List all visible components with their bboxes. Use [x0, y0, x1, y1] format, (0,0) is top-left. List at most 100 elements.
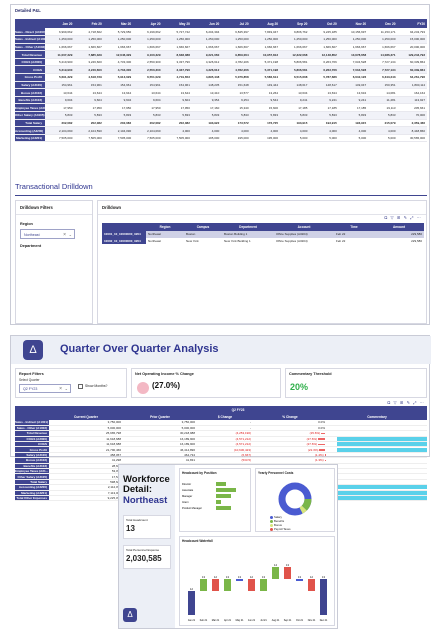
- table-cell[interactable]: 193,922: [191, 119, 222, 128]
- row-label[interactable]: Total Salary: [15, 479, 49, 486]
- row-label[interactable]: Employee Taxes (A31...: [15, 103, 45, 113]
- table-cell[interactable]: 148,617: [309, 81, 339, 90]
- table-cell[interactable]: 1,250,000: [368, 35, 398, 44]
- table-cell[interactable]: 16,189,900: [123, 436, 197, 443]
- commentary-cell[interactable]: [327, 479, 427, 486]
- commentary-cell[interactable]: [327, 452, 427, 459]
- table-row[interactable]: Total Salary 202,082 202,082 202,082 202,082…: [15, 119, 427, 128]
- table-cell[interactable]: 7,034,528: [338, 58, 369, 67]
- table-cell[interactable]: 1,800,114: [397, 81, 427, 90]
- table-cell[interactable]: 5,729,650: [103, 28, 134, 37]
- column-header[interactable]: Jul 20: [221, 19, 251, 28]
- row-label[interactable]: Other Salary (A3105): [15, 111, 45, 120]
- table-cell[interactable]: 1,250,000: [309, 35, 339, 44]
- table-row[interactable]: Sales - Indirect (A1001) 3,750,000 3,750,0…: [15, 420, 427, 426]
- table-cell[interactable]: 9,604: [45, 96, 75, 105]
- commentary-cell[interactable]: [327, 484, 427, 491]
- table-cell[interactable]: 12,148,852: [309, 50, 339, 59]
- table-cell[interactable]: 4,000: [221, 126, 251, 135]
- table-cell[interactable]: 7,885,329: [74, 50, 104, 59]
- toolbar-icons[interactable]: Ω ▽ ⊞ ✎ ⤢ ⋯: [384, 215, 422, 220]
- table-cell[interactable]: 11,007,329: [45, 50, 75, 59]
- table-cell[interactable]: 5,000: [368, 134, 398, 143]
- table-cell[interactable]: Feb 22: [334, 231, 374, 238]
- table-cell[interactable]: 6,642,126: [338, 73, 369, 82]
- column-header[interactable]: Amount: [374, 223, 424, 231]
- table-cell[interactable]: 5,727,742: [162, 28, 192, 37]
- column-header[interactable]: Apr 20: [133, 19, 163, 28]
- table-cell[interactable]: 9,859,064: [221, 50, 251, 59]
- table-cell[interactable]: 9,100,329: [133, 50, 163, 59]
- column-header[interactable]: Current Quarter: [49, 413, 123, 420]
- table-cell[interactable]: 9,806,762: [280, 28, 310, 37]
- table-cell[interactable]: 17,185: [338, 103, 369, 113]
- table-cell[interactable]: 151,648: [221, 81, 251, 90]
- table-cell[interactable]: 5,000: [338, 134, 369, 143]
- table-cell[interactable]: 4,000: [280, 126, 310, 135]
- table-cell[interactable]: 1,666,667: [309, 43, 339, 52]
- column-header[interactable]: Time: [334, 223, 374, 231]
- table-cell[interactable]: 2,112,095: [49, 484, 123, 491]
- table-cell[interactable]: New York Building 1: [224, 238, 251, 243]
- table-cell[interactable]: 17,549: [49, 473, 123, 480]
- table-cell[interactable]: 1,666,667: [280, 43, 310, 52]
- table-cell[interactable]: 64,261,796: [397, 73, 427, 82]
- table-cell[interactable]: 1,250,000: [191, 35, 222, 44]
- commentary-cell[interactable]: [327, 490, 427, 497]
- table-cell[interactable]: 1,666,667: [162, 43, 192, 52]
- table-cell[interactable]: 70,000: [397, 111, 427, 120]
- table-cell[interactable]: 2,359,466: [397, 119, 427, 128]
- table-cell[interactable]: 17,950: [103, 103, 134, 113]
- table-cell[interactable]: 4,000: [368, 126, 398, 135]
- row-label[interactable]: Accounting (A3200): [15, 484, 49, 491]
- table-cell[interactable]: 5,833: [191, 111, 222, 120]
- row-label[interactable]: Total Salary: [15, 119, 45, 128]
- row-label[interactable]: Total Revenue: [15, 50, 45, 59]
- table-cell[interactable]: 4,895,448: [191, 73, 222, 82]
- table-cell[interactable]: 14,081: [368, 88, 398, 97]
- table-cell[interactable]: 6,515,608: [280, 73, 310, 82]
- row-label[interactable]: Bonus (A3102): [15, 457, 49, 464]
- table-cell[interactable]: 1,666,667: [103, 43, 134, 52]
- table-cell[interactable]: 3,246,600: [74, 58, 104, 67]
- table-cell[interactable]: 9,254: [221, 96, 251, 105]
- table-cell[interactable]: Boston Building 1: [222, 231, 274, 238]
- row-label[interactable]: Marketing (A3201): [15, 490, 49, 497]
- table-cell[interactable]: (15.6%): [253, 430, 327, 437]
- table-cell[interactable]: 5,371,198: [250, 65, 280, 75]
- table-cell[interactable]: (4,571,212): [197, 436, 253, 443]
- drilldown-table[interactable]: Region Campus Department Account Time Amount …: [102, 223, 424, 244]
- table-cell[interactable]: 11,281: [368, 96, 398, 105]
- column-header[interactable]: FY20: [397, 19, 427, 28]
- row-label[interactable]: Sales - Other (A1002): [15, 425, 49, 432]
- table-cell[interactable]: 2,104,090: [103, 126, 134, 135]
- table-cell[interactable]: 1,666,667: [368, 43, 398, 52]
- table-cell[interactable]: 202,082: [162, 119, 192, 128]
- table-cell[interactable]: 13,644: [103, 88, 134, 97]
- table-cell[interactable]: 5,787,686: [309, 73, 339, 82]
- table-cell[interactable]: (4,571,212): [197, 441, 253, 448]
- table-cell[interactable]: 5,586,614: [250, 73, 280, 82]
- table-cell[interactable]: 5,913,029: [103, 73, 134, 82]
- table-row[interactable]: Gross Profit 21,790,466 46,414,896 (10,630,…: [15, 446, 427, 453]
- table-cell[interactable]: 5,000: [309, 134, 339, 143]
- table-cell[interactable]: 5,833: [162, 111, 192, 120]
- column-header[interactable]: Jan 20: [45, 19, 75, 28]
- table-cell[interactable]: 1,666,667: [221, 43, 251, 52]
- row-label[interactable]: Total Other Expenses: [15, 495, 49, 502]
- table-cell[interactable]: 20,000,000: [397, 43, 427, 52]
- table-cell[interactable]: 5,000,000: [49, 425, 123, 432]
- table-cell[interactable]: 9,245,185: [309, 28, 339, 37]
- row-label[interactable]: Employee Taxes (A31...: [15, 468, 49, 475]
- table-cell[interactable]: 17,950: [162, 103, 192, 113]
- table-cell[interactable]: 6,551,029: [133, 73, 163, 82]
- table-cell[interactable]: 5,833: [368, 111, 398, 120]
- table-cell[interactable]: 193,915: [280, 119, 310, 128]
- table-cell[interactable]: 11,618,688: [49, 436, 123, 443]
- table-cell[interactable]: 5,806,581: [280, 58, 310, 67]
- chevron-down-icon[interactable]: ⌄: [64, 386, 68, 391]
- table-cell[interactable]: 148,235: [191, 81, 222, 90]
- table-cell[interactable]: 5,371,198: [250, 58, 280, 67]
- table-cell[interactable]: 13,634: [309, 88, 339, 97]
- table-cell[interactable]: 148,617: [280, 81, 310, 90]
